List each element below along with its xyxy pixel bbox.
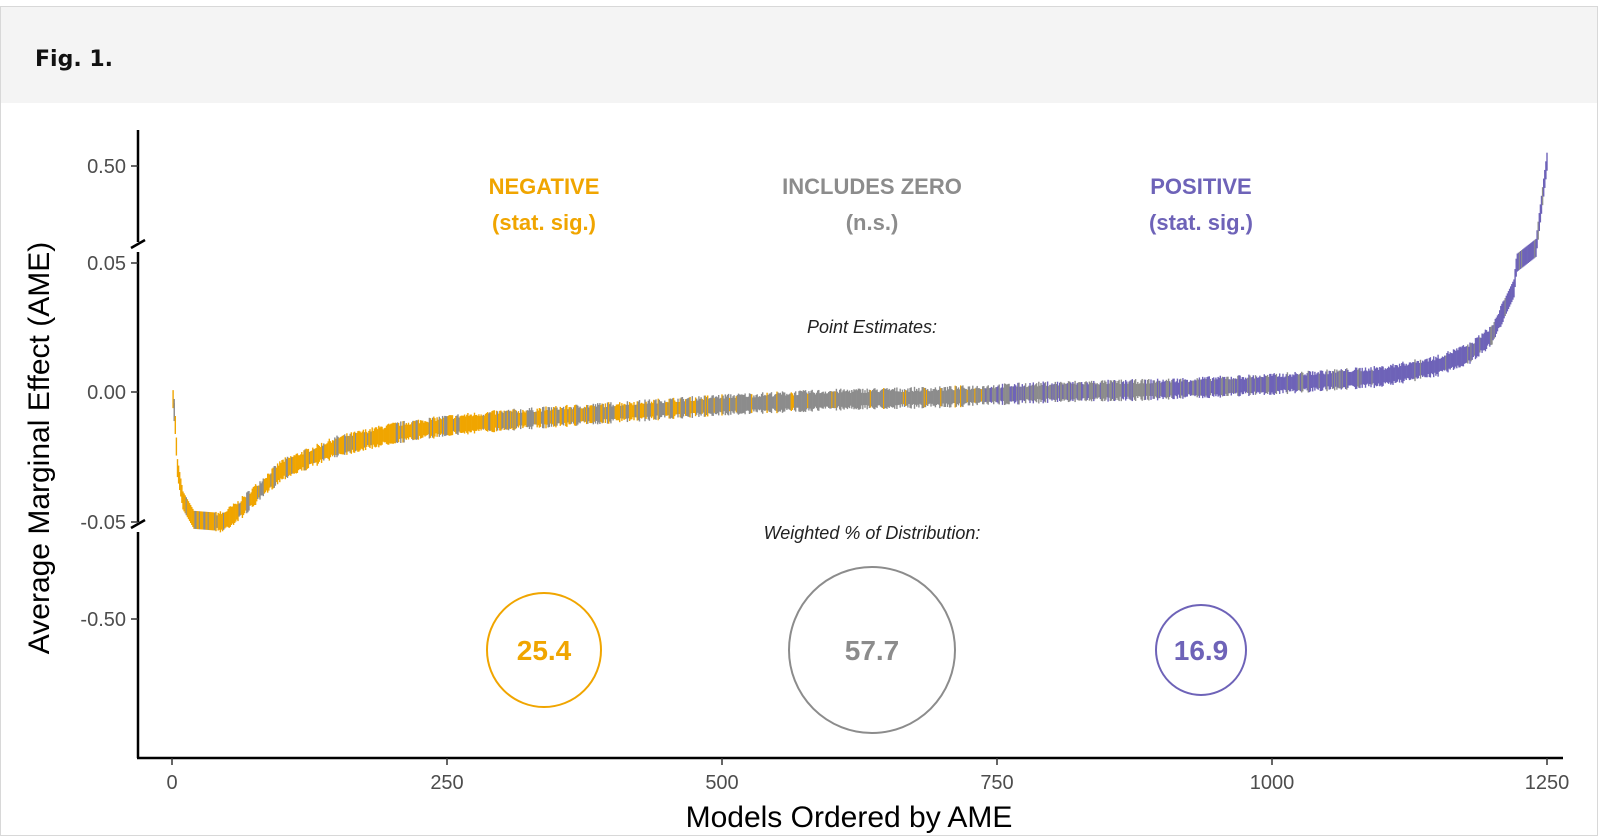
chart-marks xyxy=(172,152,1548,533)
zero-sublabel: (n.s.) xyxy=(846,210,899,235)
y-tick-label: -0.50 xyxy=(80,609,126,631)
negative-percent: 25.4 xyxy=(517,635,572,666)
figure-header: Fig. 1. xyxy=(1,7,1597,103)
x-tick-label: 500 xyxy=(705,772,738,794)
figure-frame xyxy=(0,6,1598,836)
y-tick-label: 0.50 xyxy=(87,156,126,178)
zero-percent-circle xyxy=(788,566,956,734)
x-tick-label: 750 xyxy=(980,772,1013,794)
x-axis-title: Models Ordered by AME xyxy=(686,801,1013,834)
y-ticks: 0.50 0.05 0.00 -0.05 -0.50 xyxy=(80,156,138,631)
x-tick-label: 1000 xyxy=(1250,772,1295,794)
positive-label: POSITIVE xyxy=(1150,174,1251,199)
y-axis-break-lower xyxy=(130,518,146,530)
positive-percent: 16.9 xyxy=(1174,635,1229,666)
y-tick-label: 0.00 xyxy=(87,382,126,404)
y-axis-title: Average Marginal Effect (AME) xyxy=(23,242,56,654)
x-ticks: 0 250 500 750 1000 1250 xyxy=(166,758,1569,794)
x-tick-label: 1250 xyxy=(1525,772,1570,794)
zero-percent: 57.7 xyxy=(845,635,900,666)
weighted-note: Weighted % of Distribution: xyxy=(764,523,981,543)
y-tick-label: -0.05 xyxy=(80,512,126,534)
y-axis-break-upper xyxy=(130,238,146,250)
positive-sublabel: (stat. sig.) xyxy=(1149,210,1253,235)
x-tick-label: 250 xyxy=(430,772,463,794)
figure-label: Fig. 1. xyxy=(35,47,113,72)
negative-sublabel: (stat. sig.) xyxy=(492,210,596,235)
x-tick-label: 0 xyxy=(166,772,177,794)
positive-percent-circle xyxy=(1155,604,1247,696)
point-estimates-note: Point Estimates: xyxy=(807,317,937,337)
negative-label: NEGATIVE xyxy=(489,174,600,199)
negative-percent-circle xyxy=(486,592,602,708)
zero-label: INCLUDES ZERO xyxy=(782,174,962,199)
y-tick-label: 0.05 xyxy=(87,253,126,275)
